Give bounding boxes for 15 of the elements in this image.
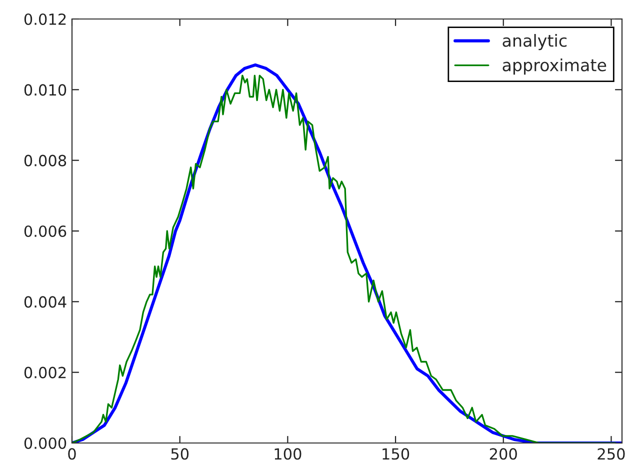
legend-label: approximate <box>502 58 606 75</box>
x-tick-label: 200 <box>490 448 517 460</box>
x-tick-label: 150 <box>382 448 410 460</box>
x-tick-label: 250 <box>598 448 625 460</box>
y-tick-label: 0.000 <box>24 437 66 450</box>
legend-label: analytic <box>502 34 567 50</box>
y-tick-label: 0.004 <box>24 296 66 308</box>
x-tick-label: 50 <box>171 448 189 460</box>
y-tick-label: 0.006 <box>24 225 66 238</box>
y-tick-label: 0.002 <box>24 366 66 378</box>
x-tick-label: 100 <box>274 448 302 460</box>
y-tick-label: 0.012 <box>24 13 66 26</box>
y-tick-label: 0.010 <box>24 84 66 96</box>
x-tick-label: 0 <box>68 448 76 460</box>
y-tick-label: 0.008 <box>24 154 66 166</box>
